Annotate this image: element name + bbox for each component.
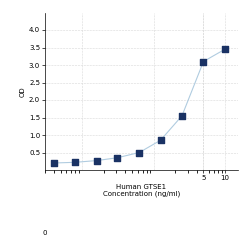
Point	[115, 156, 119, 160]
Point	[180, 114, 184, 118]
X-axis label: Human GTSE1
Concentration (ng/ml): Human GTSE1 Concentration (ng/ml)	[103, 184, 180, 197]
Y-axis label: OD: OD	[20, 86, 26, 97]
Point	[223, 47, 227, 51]
Point	[202, 60, 205, 64]
Point	[95, 158, 99, 162]
Text: 0: 0	[43, 230, 47, 236]
Point	[158, 138, 162, 142]
Point	[74, 160, 78, 164]
Point	[52, 161, 56, 165]
Point	[137, 150, 141, 154]
